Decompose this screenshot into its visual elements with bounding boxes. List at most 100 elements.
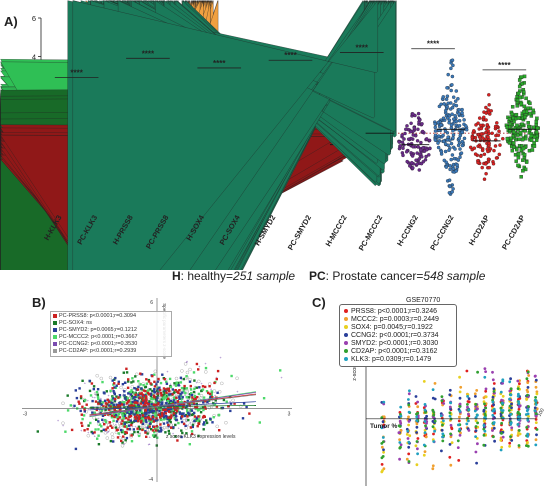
panel-a-point [478,145,483,149]
panel-b-point [212,402,215,405]
panel-b-point [221,406,225,410]
panel-b-point [170,407,173,411]
panel-b-point [195,417,198,420]
panel-b-point: + [280,375,283,380]
panel-c-point [491,370,494,374]
panel-b-point [134,401,138,404]
panel-b-point [174,435,177,438]
panel-b-point [165,396,168,399]
panel-c-point [459,385,463,389]
panel-b-legend-item: PC-MCCC2: p<0.0001;r=0.3667 [53,334,138,340]
panel-b-legend-swatch [53,334,57,339]
panel-c-point [425,414,428,418]
panel-b-point [128,413,131,416]
panel-b-point [156,396,159,399]
panel-b-point [103,392,106,395]
panel-a-point [449,157,453,162]
panel-b-point: + [87,430,90,435]
panel-b-point [136,414,139,417]
panel-b-point [81,417,84,421]
panel-b-point [151,411,154,414]
panel-c-point [450,441,454,444]
panel-b-point [83,408,86,411]
panel-b-point [66,394,69,397]
panel-b-point [171,388,174,391]
panel-b-point [153,373,156,376]
panel-b-point [129,393,132,396]
panel-b-point [91,432,95,435]
panel-b-point [147,378,151,382]
panel-a-point [515,104,520,108]
panel-c-point [534,418,538,421]
significance-label: **** [284,51,297,60]
panel-c-point [415,440,419,443]
panel-b-point [136,395,139,398]
panel-b-point [95,418,98,421]
panel-a-point [519,175,523,179]
panel-b-point [174,398,177,401]
panel-a-point [452,156,457,161]
panel-a-point [516,91,521,96]
panel-c-point [508,404,512,408]
panel-b-point: + [122,391,125,396]
panel-b-point [92,385,96,388]
panel-b-point: + [184,393,187,398]
panel-b-point: + [121,398,124,403]
panel-b-point [197,422,201,426]
panel-c-point [458,427,462,431]
panel-a-point [450,153,455,157]
panel-b-point [145,420,148,424]
panel-a-point [493,124,498,129]
significance-label: **** [427,40,440,49]
panel-b-point [167,425,170,428]
healthy-legend: H: healthy=251 sample [172,269,295,283]
panel-b-point [112,412,116,415]
panel-c-point [407,392,411,396]
panel-a-point [450,112,454,116]
panel-b-point [89,421,92,425]
panel-b-point: + [131,424,134,429]
panel-c-point [534,421,538,424]
panel-b-point [144,389,147,393]
panel-c-legend-dot [344,341,348,346]
panel-b-point [183,362,188,366]
panel-a-point [398,144,403,148]
panel-b-point [222,398,226,402]
panel-b-point [191,423,195,427]
panel-b-point [150,401,153,404]
panel-a-point [479,154,483,158]
panel-b-point [116,418,120,421]
panel-b-point [125,398,128,402]
panel-b-point [144,419,147,422]
panel-b-point [220,381,224,386]
panel-b-point [153,425,156,429]
panel-b-point [181,391,184,394]
panel-c-point [500,432,503,435]
panel-c-point [458,415,461,419]
panel-c-point [474,435,477,438]
panel-b-point [188,404,191,407]
panel-c-point [423,403,427,406]
panel-c-point [439,414,443,418]
panel-a-point [508,128,512,132]
panel-c-point [416,447,419,451]
panel-b-point [164,431,167,434]
panel-a-point [517,84,522,89]
panel-b-point [117,396,120,399]
panel-c-point [457,419,461,423]
panel-c-point [382,423,386,427]
panel-b-point [229,402,233,405]
panel-b-point [205,419,208,422]
panel-b-point: + [134,424,137,429]
panel-c-point [526,370,530,374]
panel-b-point [117,382,120,385]
panel-b-point [126,397,129,400]
panel-b-point [120,428,123,432]
panel-b-point: + [171,415,174,420]
panel-b-point [148,422,152,425]
panel-b-point [109,424,112,428]
panel-b-point [202,408,205,412]
panel-c-legend-item: PRSS8: p<0.0001;r=0.3246 [344,308,437,316]
panel-a-point [510,105,515,109]
panel-c-point [467,419,470,423]
